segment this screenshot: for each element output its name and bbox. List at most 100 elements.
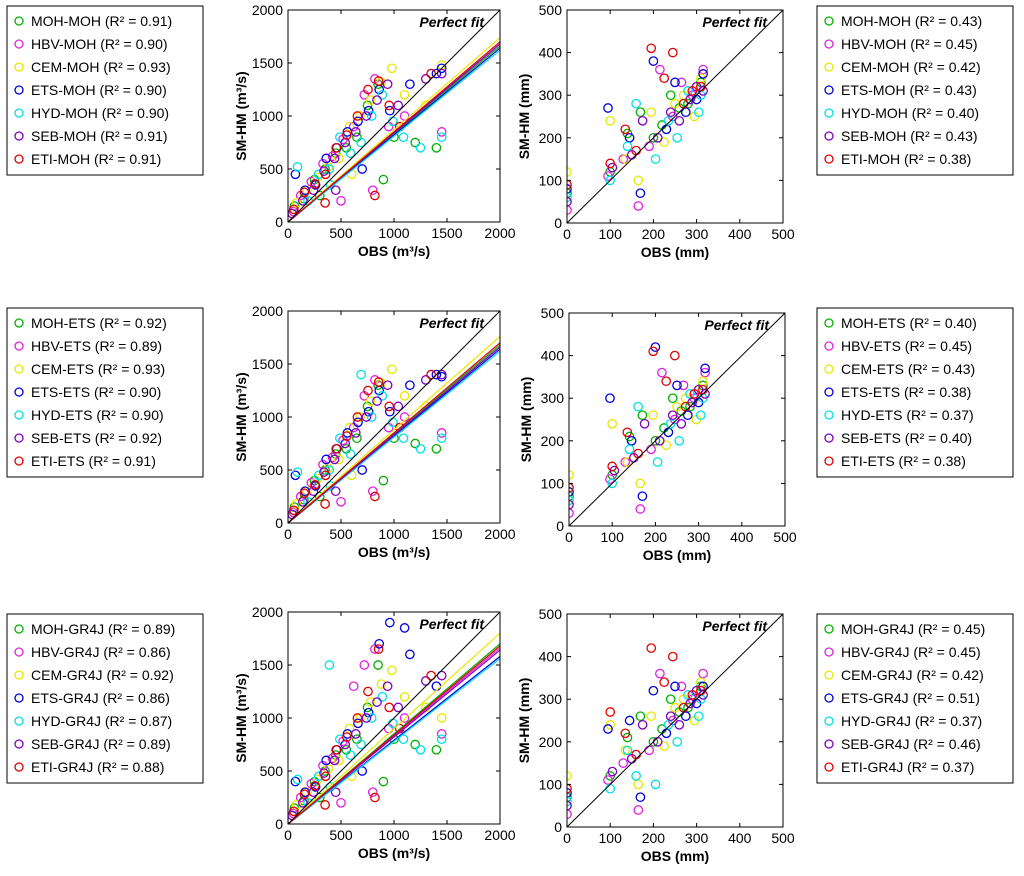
data-point — [313, 169, 324, 180]
data-point — [695, 410, 706, 421]
data-point — [672, 736, 683, 747]
data-point — [663, 719, 674, 730]
data-point — [387, 364, 397, 375]
data-point — [353, 417, 363, 428]
data-point — [405, 79, 415, 90]
data-point — [646, 643, 657, 653]
x-tick-label: 200 — [644, 529, 668, 545]
y-tick-label: 0 — [556, 518, 564, 534]
legend-entry: HBV-GR4J (R² = 0.86) — [31, 644, 171, 660]
data-point — [436, 433, 447, 444]
legend-marker — [824, 108, 834, 118]
data-point — [329, 153, 340, 164]
data-point — [665, 107, 676, 118]
data-point — [605, 115, 616, 126]
chart-panel-row3-discharge: 0 500 1000 1500 2000 0 500 1000 1500 2000 OBS (m³/… — [233, 604, 516, 861]
axes-frame — [566, 613, 784, 828]
legend-marker — [824, 364, 834, 374]
data-point — [345, 148, 356, 158]
data-point — [622, 745, 633, 756]
x-tick-label: 500 — [329, 526, 353, 542]
data-point — [355, 111, 365, 121]
data-point — [644, 745, 654, 756]
data-point — [567, 771, 572, 781]
x-tick-label: 0 — [563, 830, 571, 846]
legend-entry: MOH-MOH (R² = 0.91) — [31, 13, 172, 29]
chart-panel-row1-discharge: 0 500 1000 1500 2000 0 500 1000 1500 2000 OBS (m³/… — [233, 2, 516, 259]
legend-marker — [14, 693, 24, 703]
data-point — [622, 427, 633, 438]
data-point — [420, 375, 431, 385]
series-ets — [567, 681, 708, 803]
data-point — [665, 90, 676, 101]
data-point — [698, 668, 708, 679]
data-point — [366, 111, 377, 121]
data-point — [650, 779, 661, 790]
data-point — [631, 98, 641, 109]
data-point — [372, 95, 382, 105]
data-point — [367, 185, 378, 196]
y-tick-label: 0 — [275, 816, 283, 832]
data-point — [387, 665, 397, 676]
legend-entry: SEB-ETS (R² = 0.92) — [31, 430, 162, 446]
perfect-fit-annotation: Perfect fit — [704, 317, 770, 333]
data-point — [372, 396, 382, 406]
data-point — [291, 499, 302, 509]
plot-area — [569, 313, 785, 526]
regression-line — [288, 658, 500, 824]
data-point — [567, 184, 572, 194]
data-point — [361, 111, 372, 121]
data-point — [324, 660, 335, 670]
y-tick-label: 1500 — [252, 55, 283, 71]
y-tick-label: 1000 — [252, 409, 283, 425]
data-point — [689, 389, 700, 399]
regression-line — [288, 41, 500, 222]
y-tick-label: 300 — [541, 390, 565, 406]
data-point — [336, 195, 346, 206]
legend-marker — [14, 108, 24, 118]
x-tick-label: 500 — [329, 827, 353, 843]
legend-marker — [14, 318, 24, 328]
data-point — [436, 132, 447, 143]
data-point — [329, 755, 340, 766]
y-tick-label: 400 — [541, 348, 565, 364]
perfect-fit-annotation: Perfect fit — [419, 616, 485, 632]
legend-marker — [824, 410, 834, 420]
data-point — [605, 783, 616, 794]
legend-entry: HBV-MOH (R² = 0.45) — [841, 36, 978, 52]
legend-entry: ETS-GR4J (R² = 0.86) — [31, 690, 170, 706]
data-point — [313, 470, 324, 481]
data-point — [373, 644, 384, 654]
data-point — [426, 68, 436, 79]
y-tick-label: 100 — [539, 172, 563, 188]
legend-marker — [824, 456, 834, 466]
legend-entry: CEM-MOH (R² = 0.42) — [841, 59, 981, 75]
x-tick-label: 0 — [284, 225, 292, 241]
data-point — [655, 64, 665, 75]
legend-entry: HBV-ETS (R² = 0.45) — [841, 338, 972, 354]
regression-line — [288, 342, 500, 523]
y-tick-label: 1500 — [252, 657, 283, 673]
data-point — [676, 418, 687, 429]
data-point — [292, 162, 303, 172]
data-point — [366, 713, 377, 723]
data-point — [659, 741, 670, 751]
series-ets — [569, 342, 710, 502]
data-point — [618, 758, 629, 768]
data-point — [635, 792, 646, 803]
data-point — [569, 508, 574, 519]
data-point — [399, 623, 410, 633]
chart-panel-row1-volume: 0 100 200 300 400 500 0 100 200 300 400 500 OBS (mm)… — [516, 2, 795, 260]
data-point — [567, 167, 572, 177]
data-point — [670, 77, 680, 88]
y-tick-label: 200 — [539, 130, 563, 146]
plot-area — [567, 10, 783, 223]
data-point — [648, 56, 659, 66]
data-point — [635, 188, 646, 199]
data-point — [377, 691, 388, 702]
x-tick-label: 200 — [642, 226, 666, 242]
x-tick-label: 500 — [329, 225, 353, 241]
data-point — [672, 380, 682, 391]
data-point — [567, 188, 572, 199]
